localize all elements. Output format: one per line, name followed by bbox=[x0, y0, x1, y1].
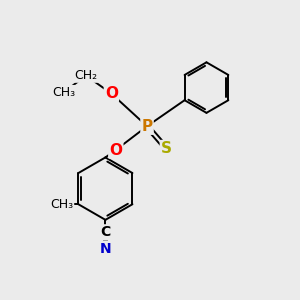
Text: CH₂: CH₂ bbox=[74, 69, 98, 82]
Text: O: O bbox=[105, 86, 118, 101]
Text: C: C bbox=[100, 225, 110, 239]
Text: S: S bbox=[161, 141, 172, 156]
Text: CH₃: CH₃ bbox=[50, 198, 74, 211]
Text: P: P bbox=[142, 119, 153, 134]
Text: N: N bbox=[100, 242, 111, 256]
Text: O: O bbox=[109, 142, 122, 158]
Text: CH₃: CH₃ bbox=[52, 85, 75, 98]
